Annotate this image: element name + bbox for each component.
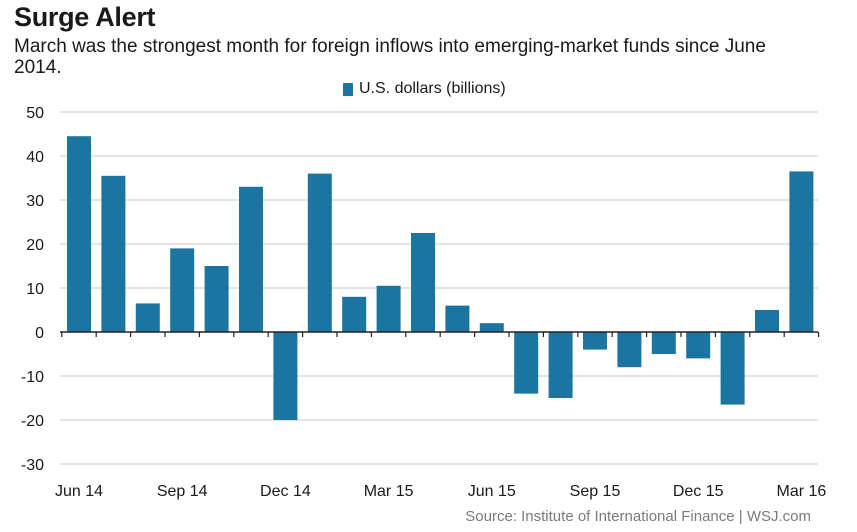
bar bbox=[686, 332, 711, 359]
bar bbox=[101, 175, 126, 332]
y-tick-label: 50 bbox=[26, 105, 44, 122]
x-tick-label: Mar 16 bbox=[777, 483, 827, 500]
y-tick-label: 40 bbox=[26, 149, 44, 166]
bar bbox=[755, 310, 779, 332]
x-tick-label: Sep 15 bbox=[570, 483, 621, 500]
chart-subtitle: March was the strongest month for foreig… bbox=[14, 36, 766, 78]
bar bbox=[789, 171, 814, 332]
bar bbox=[583, 332, 607, 350]
bar bbox=[135, 303, 160, 332]
bar bbox=[514, 332, 539, 394]
bar bbox=[651, 332, 676, 354]
y-axis-labels: 50 40 30 20 10 0 -10 -20 -30 bbox=[21, 105, 44, 474]
bar bbox=[376, 285, 401, 332]
bar bbox=[720, 332, 745, 405]
bar bbox=[342, 296, 367, 332]
x-tick-label: Dec 14 bbox=[260, 483, 311, 500]
y-tick-label: 20 bbox=[26, 237, 44, 254]
bar bbox=[617, 332, 642, 368]
y-tick-label: -20 bbox=[21, 413, 44, 430]
legend-label: U.S. dollars (billions) bbox=[359, 80, 506, 97]
y-tick-label: 30 bbox=[26, 193, 44, 210]
bar bbox=[273, 332, 298, 420]
x-axis-labels: Jun 14 Sep 14 Dec 14 Mar 15 Jun 15 Sep 15 Dec … bbox=[55, 483, 826, 500]
bar bbox=[445, 305, 470, 332]
bar bbox=[548, 332, 573, 398]
legend-swatch bbox=[343, 82, 353, 96]
x-tick-label: Jun 15 bbox=[468, 483, 516, 500]
zero-line bbox=[60, 331, 820, 337]
y-tick-label: -10 bbox=[21, 369, 44, 386]
x-tick-label: Dec 15 bbox=[673, 483, 724, 500]
bar bbox=[170, 248, 195, 332]
bar bbox=[479, 323, 504, 332]
legend: U.S. dollars (billions) bbox=[343, 80, 506, 98]
x-tick-label: Sep 14 bbox=[157, 483, 208, 500]
bar bbox=[204, 266, 229, 332]
x-tick-label: Mar 15 bbox=[364, 483, 414, 500]
source-note: Source: Institute of International Finan… bbox=[465, 508, 811, 525]
x-tick-label: Jun 14 bbox=[55, 483, 103, 500]
bar bbox=[239, 186, 263, 332]
bar bbox=[67, 136, 91, 332]
y-tick-label: 10 bbox=[26, 281, 44, 298]
bar bbox=[411, 233, 435, 332]
y-tick-label: 0 bbox=[35, 325, 44, 342]
bar bbox=[307, 173, 332, 332]
chart-title: Surge Alert bbox=[14, 2, 156, 32]
y-tick-label: -30 bbox=[21, 457, 44, 474]
bars bbox=[67, 136, 814, 420]
